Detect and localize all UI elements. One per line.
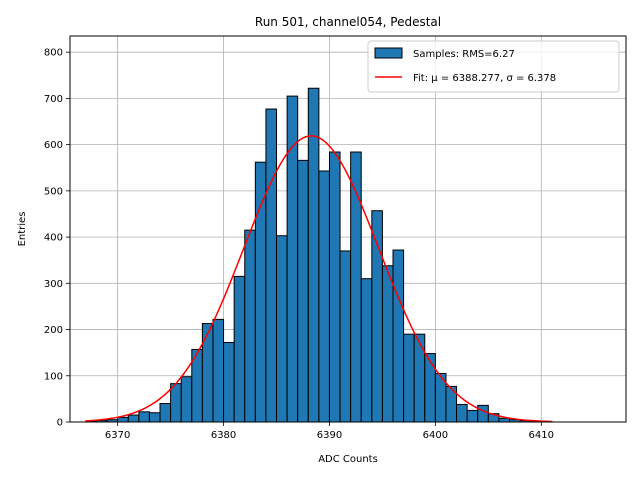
- histogram-bar: [117, 416, 129, 423]
- x-axis-ticks: 6370 6380 6390 6400 6410: [105, 422, 554, 441]
- y-tick-label: 200: [44, 325, 63, 336]
- y-tick-label: 600: [44, 140, 63, 151]
- histogram-bar: [233, 275, 246, 423]
- histogram-bar: [138, 411, 150, 423]
- y-tick-label: 0: [57, 418, 63, 429]
- histogram-bar: [297, 159, 309, 423]
- histogram-bar: [477, 404, 489, 423]
- histogram-bar: [244, 229, 256, 423]
- fit-curve: [85, 135, 552, 423]
- histogram-bar: [318, 170, 330, 423]
- histogram-bar: [307, 87, 320, 423]
- histogram-bar: [127, 414, 140, 423]
- histogram-bar: [498, 417, 511, 423]
- x-tick-label: 6400: [423, 430, 448, 441]
- histogram-bar: [381, 265, 394, 423]
- legend-fit-label: Fit: μ = 6388.277, σ = 6.378: [413, 73, 556, 84]
- histogram-bar: [413, 333, 426, 423]
- histogram-bar: [212, 318, 225, 423]
- histogram-bar: [424, 353, 436, 423]
- x-axis-label: ADC Counts: [318, 454, 378, 465]
- histogram-bar: [328, 151, 341, 423]
- histogram-bar: [201, 323, 214, 423]
- histogram-bar: [265, 108, 278, 423]
- y-tick-label: 700: [44, 94, 63, 105]
- y-axis-ticks: 0 100 200 300 400 500 600 700 800: [44, 48, 70, 429]
- histogram-bars: [85, 87, 553, 423]
- y-tick-label: 400: [44, 233, 63, 244]
- histogram-bar: [392, 249, 405, 423]
- y-tick-label: 500: [44, 186, 63, 197]
- chart-title: Run 501, channel054, Pedestal: [255, 15, 441, 29]
- x-tick-label: 6370: [105, 430, 130, 441]
- histogram-bar: [276, 235, 288, 423]
- histogram-bar: [286, 95, 299, 423]
- histogram-bar: [456, 403, 468, 423]
- legend-box: [367, 40, 620, 93]
- x-tick-label: 6380: [211, 430, 236, 441]
- y-axis-label: Entries: [17, 212, 28, 247]
- y-tick-label: 300: [44, 279, 63, 290]
- histogram-bar: [170, 383, 182, 423]
- histogram-bar: [148, 412, 161, 423]
- histogram-bar: [180, 376, 193, 423]
- y-tick-label: 800: [44, 48, 63, 59]
- histogram-bar: [223, 341, 235, 423]
- plot-frame: [69, 35, 627, 423]
- legend-samples-swatch: [374, 47, 403, 59]
- y-tick-label: 100: [44, 371, 63, 382]
- histogram-bar: [466, 409, 479, 423]
- legend: Samples: RMS=6.27 Fit: μ = 6388.277, σ =…: [367, 40, 620, 93]
- histogram-bar: [403, 333, 415, 423]
- histogram-bar: [339, 250, 352, 423]
- histogram-bar: [360, 278, 373, 423]
- x-tick-label: 6390: [317, 430, 342, 441]
- histogram-bar: [159, 403, 172, 423]
- x-tick-label: 6410: [529, 430, 554, 441]
- legend-samples-label: Samples: RMS=6.27: [413, 49, 515, 60]
- histogram-bar: [254, 161, 267, 423]
